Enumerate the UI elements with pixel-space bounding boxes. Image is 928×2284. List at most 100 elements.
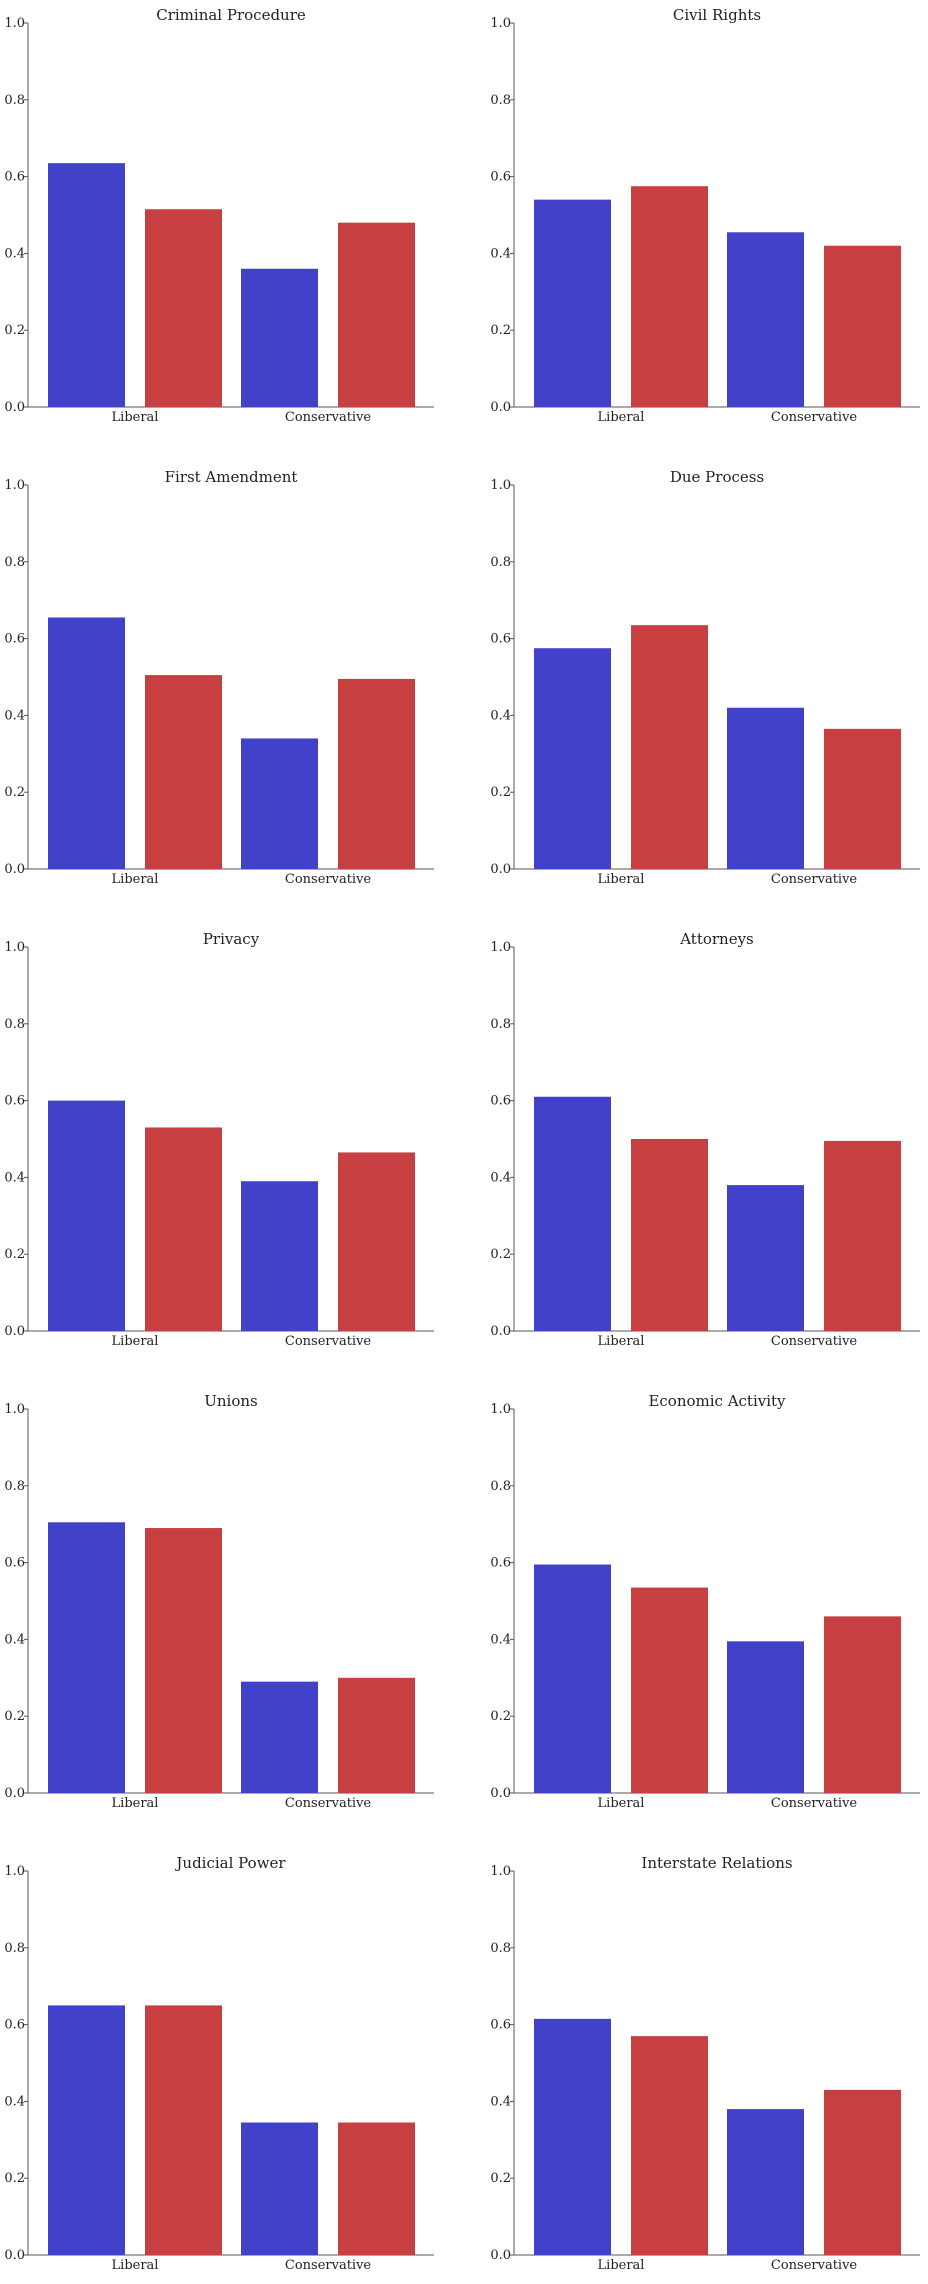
bar-conservative-blue (727, 1641, 804, 1793)
x-tick-label: Liberal (598, 1796, 645, 1811)
bar-liberal-blue (48, 1522, 125, 1793)
y-tick-label: 0.2 (4, 2171, 25, 2186)
y-tick-label: 0.4 (490, 1632, 511, 1647)
y-tick-label: 0.6 (490, 632, 511, 647)
bar-liberal-blue (534, 1096, 611, 1331)
y-tick-label: 0.4 (4, 246, 25, 261)
chart-title: Civil Rights (673, 6, 761, 24)
bar-conservative-red (338, 1677, 415, 1793)
bar-liberal-blue (534, 1564, 611, 1793)
chart-title: Due Process (670, 468, 764, 486)
bar-conservative-blue (241, 1681, 318, 1793)
y-tick-label: 1.0 (4, 940, 25, 955)
subplot-1: Criminal Procedure 0.0 0.2 0.4 0.6 0.8 1.0 Libe… (4, 6, 434, 425)
bar-conservative-red (824, 1140, 901, 1331)
y-tick-label: 1.0 (490, 478, 511, 493)
chart-title: Privacy (203, 930, 260, 948)
subplot-3: First Amendment 0.0 0.2 0.4 0.6 0.8 1.0 Liberal… (4, 468, 434, 887)
y-tick-label: 1.0 (4, 478, 25, 493)
chart-title: Attorneys (679, 930, 754, 948)
y-tick-label: 1.0 (490, 940, 511, 955)
bar-conservative-blue (727, 2109, 804, 2255)
bar-liberal-blue (534, 199, 611, 407)
x-tick-label: Liberal (112, 410, 159, 425)
y-tick-label: 0.0 (490, 862, 511, 877)
bar-conservative-blue (241, 1181, 318, 1331)
x-tick-label: Liberal (112, 872, 159, 887)
chart-title: Interstate Relations (641, 1854, 792, 1872)
y-tick-label: 0.8 (490, 555, 511, 570)
subplot-8: Economic Activity 0.0 0.2 0.4 0.6 0.8 1.0 Liber… (490, 1392, 920, 1811)
subplot-2: Civil Rights 0.0 0.2 0.4 0.6 0.8 1.0 Liberal Con… (490, 6, 920, 425)
y-tick-label: 0.0 (4, 400, 25, 415)
y-tick-label: 0.4 (490, 708, 511, 723)
y-tick-label: 0.8 (4, 1017, 25, 1032)
x-tick-label: Liberal (112, 1334, 159, 1349)
y-tick-label: 0.8 (4, 555, 25, 570)
bar-conservative-red (824, 1616, 901, 1793)
y-tick-label: 1.0 (4, 1864, 25, 1879)
subplot-5: Privacy 0.0 0.2 0.4 0.6 0.8 1.0 Liberal Conserva… (4, 930, 434, 1349)
bar-conservative-red (824, 245, 901, 407)
y-tick-label: 0.8 (4, 1479, 25, 1494)
y-tick-label: 0.6 (4, 2018, 25, 2033)
y-tick-label: 0.4 (490, 1170, 511, 1185)
y-tick-label: 0.2 (4, 323, 25, 338)
x-tick-label: Liberal (598, 872, 645, 887)
bar-liberal-red (145, 675, 222, 869)
bar-conservative-red (824, 728, 901, 869)
y-tick-label: 0.2 (490, 1247, 511, 1262)
y-tick-label: 0.6 (490, 2018, 511, 2033)
y-tick-label: 0.2 (4, 1709, 25, 1724)
chart-title: Judicial Power (174, 1854, 286, 1872)
x-tick-label: Conservative (771, 1334, 858, 1349)
subplot-9: Judicial Power 0.0 0.2 0.4 0.6 0.8 1.0 Liberal C… (4, 1854, 434, 2273)
bar-conservative-blue (727, 1185, 804, 1331)
bar-conservative-blue (727, 707, 804, 869)
y-tick-label: 1.0 (490, 16, 511, 31)
bar-conservative-red (338, 2122, 415, 2255)
bar-conservative-blue (727, 232, 804, 407)
y-tick-label: 0.0 (490, 400, 511, 415)
y-tick-label: 1.0 (490, 1402, 511, 1417)
bar-liberal-blue (48, 163, 125, 407)
subplot-6: Attorneys 0.0 0.2 0.4 0.6 0.8 1.0 Liberal Conser… (490, 930, 920, 1349)
y-tick-label: 0.2 (490, 323, 511, 338)
x-tick-label: Conservative (285, 410, 372, 425)
y-tick-label: 1.0 (490, 1864, 511, 1879)
x-tick-label: Liberal (112, 2258, 159, 2273)
y-tick-label: 0.8 (4, 1941, 25, 1956)
bar-conservative-red (338, 1152, 415, 1331)
bar-conservative-blue (241, 268, 318, 407)
y-tick-label: 0.4 (490, 246, 511, 261)
subplot-10: Interstate Relations 0.0 0.2 0.4 0.6 0.8 1.0 Li… (490, 1854, 920, 2273)
y-tick-label: 0.8 (490, 1479, 511, 1494)
chart-title: First Amendment (165, 468, 298, 486)
x-tick-label: Conservative (771, 2258, 858, 2273)
bar-liberal-blue (534, 648, 611, 869)
y-tick-label: 0.2 (490, 1709, 511, 1724)
y-tick-label: 0.2 (4, 785, 25, 800)
y-tick-label: 0.0 (490, 2248, 511, 2263)
y-tick-label: 0.0 (4, 1324, 25, 1339)
bar-conservative-blue (241, 738, 318, 869)
bar-liberal-red (631, 186, 708, 407)
bar-liberal-red (631, 625, 708, 869)
bar-liberal-red (631, 2036, 708, 2255)
bar-liberal-blue (48, 617, 125, 869)
chart-title: Unions (204, 1392, 258, 1410)
y-tick-label: 0.4 (4, 2094, 25, 2109)
y-tick-label: 0.8 (490, 1941, 511, 1956)
y-tick-label: 0.8 (490, 1017, 511, 1032)
x-tick-label: Conservative (771, 872, 858, 887)
bar-liberal-red (145, 209, 222, 407)
y-tick-label: 0.6 (490, 1094, 511, 1109)
x-tick-label: Conservative (285, 1796, 372, 1811)
subplot-7: Unions 0.0 0.2 0.4 0.6 0.8 1.0 Liberal Conservat… (4, 1392, 434, 1811)
y-tick-label: 0.2 (490, 785, 511, 800)
y-tick-label: 0.2 (490, 2171, 511, 2186)
bar-conservative-red (338, 222, 415, 407)
y-tick-label: 0.4 (4, 1170, 25, 1185)
bar-conservative-red (338, 678, 415, 869)
